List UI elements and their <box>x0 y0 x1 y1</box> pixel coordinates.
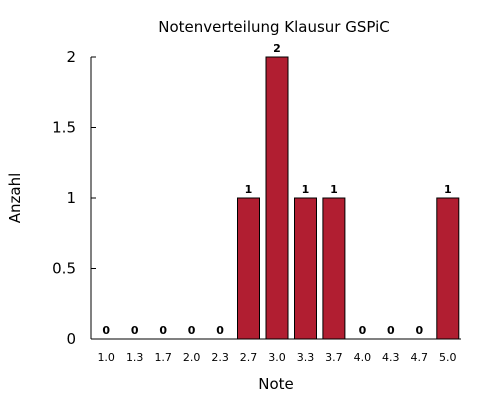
y-tick-1.5: 1.5 <box>52 119 76 137</box>
x-tick-2.0: 2.0 <box>183 351 201 364</box>
data-label-1.3: 0 <box>131 324 139 337</box>
data-label-3.7: 1 <box>330 183 338 196</box>
bars-group <box>237 56 460 340</box>
data-label-3.0: 2 <box>273 42 281 55</box>
data-label-2.3: 0 <box>216 324 224 337</box>
x-tick-4.7: 4.7 <box>411 351 429 364</box>
data-label-1.7: 0 <box>159 324 167 337</box>
y-axis-label: Anzahl <box>6 173 24 224</box>
x-tick-4.3: 4.3 <box>382 351 400 364</box>
x-axis-label: Note <box>258 375 294 393</box>
data-label-4.0: 0 <box>359 324 367 337</box>
x-tick-1.0: 1.0 <box>97 351 115 364</box>
bar-2.7 <box>237 197 260 340</box>
y-tick-0: 0 <box>66 330 76 348</box>
bar-5.0 <box>436 197 460 340</box>
x-tick-1.3: 1.3 <box>126 351 144 364</box>
data-label-4.3: 0 <box>387 324 395 337</box>
x-tick-3.7: 3.7 <box>325 351 343 364</box>
y-tick-0.5: 0.5 <box>52 260 76 278</box>
x-tick-2.7: 2.7 <box>240 351 258 364</box>
y-tick-1: 1 <box>66 189 76 207</box>
x-tick-4.0: 4.0 <box>354 351 372 364</box>
data-label-2.7: 1 <box>245 183 253 196</box>
data-labels-group: 0 0 0 0 0 1 2 1 1 0 0 0 1 <box>102 42 451 337</box>
x-tick-5.0: 5.0 <box>439 351 457 364</box>
chart-title: Notenverteilung Klausur GSPiC <box>158 18 390 36</box>
x-tick-1.7: 1.7 <box>154 351 172 364</box>
bar-3.7 <box>322 197 346 340</box>
x-ticks-group: 1.0 1.3 1.7 2.0 2.3 2.7 3.0 3.3 3.7 4.0 4.3 4.7 5.0 <box>97 351 456 364</box>
x-tick-2.3: 2.3 <box>211 351 229 364</box>
x-tick-3.3: 3.3 <box>297 351 315 364</box>
bar-3.3 <box>294 197 317 340</box>
data-label-3.3: 1 <box>302 183 310 196</box>
x-tick-3.0: 3.0 <box>268 351 286 364</box>
data-label-4.7: 0 <box>415 324 423 337</box>
y-ticks-group: 0 0.5 1 1.5 2 <box>52 48 96 348</box>
data-label-5.0: 1 <box>444 183 452 196</box>
y-tick-2: 2 <box>66 48 76 66</box>
bar-3.0 <box>265 56 289 340</box>
data-label-1.0: 0 <box>102 324 110 337</box>
data-label-2.0: 0 <box>188 324 196 337</box>
